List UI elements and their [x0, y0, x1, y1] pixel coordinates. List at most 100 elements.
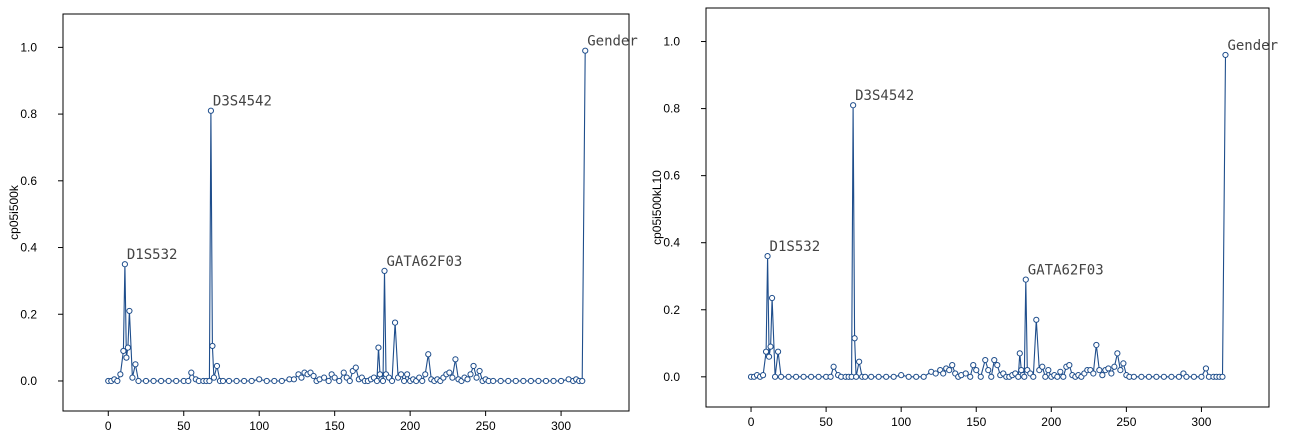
data-point — [913, 373, 920, 380]
data-point — [527, 377, 534, 385]
data-point — [1016, 350, 1023, 357]
data-point — [1120, 360, 1127, 367]
data-point — [800, 373, 807, 380]
data-point — [1099, 372, 1106, 379]
data-point — [1202, 365, 1210, 372]
data-point — [1060, 373, 1067, 380]
x-tick-label: 0 — [748, 415, 755, 429]
data-point — [129, 374, 136, 381]
data-point — [764, 253, 771, 260]
data-point — [815, 373, 822, 380]
data-point — [340, 369, 347, 376]
data-point — [117, 371, 124, 378]
data-point — [123, 354, 130, 361]
chart-panel-right: 0 50 100 150 200 250 300 0.0 0.2 0.4 0.6 0.8 1.0 cp05… — [650, 7, 1278, 429]
data-point — [1130, 373, 1137, 380]
data-point — [520, 377, 527, 385]
annotation-label: D3S4542 — [213, 94, 272, 110]
data-point — [967, 373, 974, 380]
data-point — [290, 376, 298, 383]
data-point — [1054, 373, 1061, 380]
data-point — [883, 373, 890, 380]
data-point — [765, 353, 773, 360]
data-point — [1219, 373, 1226, 380]
data-point — [497, 377, 504, 385]
data-point — [150, 377, 157, 385]
data-point — [464, 376, 471, 383]
data-point — [771, 373, 779, 380]
data-point — [1153, 373, 1160, 380]
data-point — [210, 374, 218, 381]
data-point — [890, 373, 897, 380]
x-tick-label: 300 — [551, 419, 571, 433]
data-point — [970, 361, 977, 369]
data-point — [298, 374, 305, 381]
x-tick-label: 200 — [1041, 415, 1061, 429]
data-point — [126, 307, 133, 315]
data-point — [1033, 316, 1040, 323]
y-tick-label: 0.2 — [20, 307, 37, 321]
data-point — [973, 367, 980, 374]
data-point — [1105, 365, 1112, 372]
x-tick-label: 150 — [325, 419, 345, 433]
data-point — [1090, 370, 1097, 377]
data-point — [862, 373, 869, 380]
data-point — [476, 367, 483, 375]
x-tick-label: 200 — [400, 419, 420, 433]
data-point — [920, 373, 927, 380]
data-point — [932, 370, 939, 377]
data-point — [785, 373, 792, 380]
data-point — [209, 342, 216, 350]
data-point — [271, 377, 278, 385]
y-tick-label: 0.8 — [20, 107, 37, 121]
data-point — [762, 348, 770, 355]
data-point — [121, 261, 128, 268]
data-point — [982, 356, 989, 364]
data-point — [557, 377, 565, 385]
data-point — [1030, 373, 1037, 380]
data-point — [256, 376, 263, 383]
data-point — [449, 374, 456, 381]
x-tick-label: 0 — [105, 419, 112, 433]
data-point — [213, 362, 221, 370]
data-point — [225, 377, 233, 385]
data-point — [185, 377, 192, 385]
data-point — [512, 377, 519, 385]
data-point — [419, 377, 426, 385]
data-point — [397, 371, 405, 378]
data-point — [1145, 373, 1152, 380]
data-point — [994, 361, 1001, 369]
y-tick-label: 0.4 — [20, 241, 37, 255]
data-point — [446, 369, 453, 376]
data-point — [452, 356, 459, 363]
data-point — [946, 367, 953, 374]
series-line — [108, 50, 586, 383]
data-point — [905, 373, 912, 380]
data-point — [188, 369, 195, 376]
data-point — [1093, 341, 1100, 349]
data-point — [241, 377, 248, 385]
annotation-label: GATA62F03 — [386, 254, 462, 270]
data-point — [331, 374, 338, 381]
data-point — [467, 371, 474, 378]
data-point — [124, 344, 132, 351]
data-point — [898, 372, 905, 379]
plot-frame — [705, 7, 1270, 408]
data-point — [853, 373, 860, 380]
x-tick-label: 150 — [966, 415, 986, 429]
data-point — [1108, 370, 1115, 377]
data-point — [1138, 373, 1145, 380]
data-point — [1045, 367, 1052, 374]
data-point — [949, 361, 956, 369]
data-point — [1022, 276, 1029, 283]
data-point — [851, 335, 858, 342]
data-point — [767, 343, 774, 350]
data-point — [977, 373, 984, 380]
data-point — [1114, 350, 1121, 357]
y-axis-label: cp05i500k — [7, 184, 21, 240]
data-point — [391, 319, 399, 326]
annotation-label: D1S532 — [770, 239, 821, 255]
data-point — [827, 373, 834, 380]
x-tick-label: 100 — [891, 415, 911, 429]
